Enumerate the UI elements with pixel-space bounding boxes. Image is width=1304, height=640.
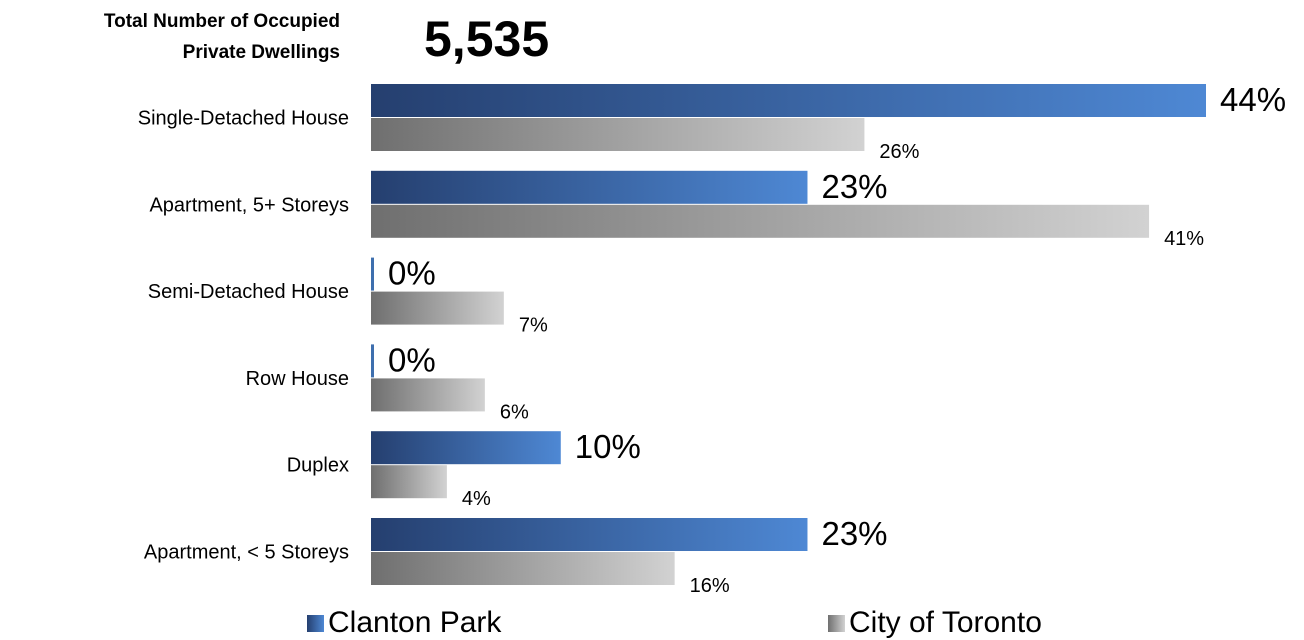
category-label-single-detached-house: Single-Detached House: [138, 108, 349, 130]
value-label-clanton-park-row-house: 0%: [388, 341, 436, 378]
value-label-clanton-park-apartment-5-storeys: 23%: [821, 168, 887, 205]
bar-city-of-toronto-apartment-5-storeys: [371, 552, 675, 585]
total-dwellings-value: 5,535: [424, 11, 550, 67]
bar-city-of-toronto-row-house: [371, 378, 485, 412]
legend-swatch-city-of-toronto: [828, 614, 845, 632]
bar-clanton-park-single-detached-house: [371, 84, 1206, 117]
legend-label-clanton-park: Clanton Park: [328, 606, 502, 639]
category-label-duplex: Duplex: [287, 455, 349, 477]
value-label-city-of-toronto-apartment-5-storeys: 16%: [690, 575, 730, 597]
bar-clanton-park-duplex: [371, 431, 561, 465]
value-label-clanton-park-duplex: 10%: [575, 428, 641, 465]
total-dwellings-label-line1: Total Number of Occupied: [103, 11, 340, 32]
value-label-city-of-toronto-apartment-5-storeys: 41%: [1164, 228, 1204, 250]
bar-city-of-toronto-semi-detached-house: [371, 291, 504, 325]
value-label-clanton-park-single-detached-house: 44%: [1220, 81, 1286, 118]
bar-clanton-park-row-house: [371, 344, 374, 378]
legend-item-city-of-toronto: City of Toronto: [828, 606, 1042, 640]
bar-city-of-toronto-duplex: [371, 465, 447, 499]
category-label-semi-detached-house: Semi-Detached House: [148, 281, 349, 303]
value-label-clanton-park-semi-detached-house: 0%: [388, 255, 436, 292]
bar-clanton-park-semi-detached-house: [371, 257, 374, 291]
bar-city-of-toronto-apartment-5-storeys: [371, 204, 1150, 238]
bar-city-of-toronto-single-detached-house: [371, 118, 865, 151]
value-label-city-of-toronto-row-house: 6%: [500, 401, 529, 423]
legend-swatch-clanton-park: [307, 614, 324, 632]
category-label-apartment-5-storeys: Apartment, < 5 Storeys: [144, 542, 349, 564]
legend-item-clanton-park: Clanton Park: [307, 606, 501, 640]
legend-label-city-of-toronto: City of Toronto: [849, 606, 1042, 639]
bar-clanton-park-apartment-5-storeys: [371, 518, 808, 551]
total-dwellings-label-line2: Private Dwellings: [182, 42, 340, 63]
dwelling-type-bar-chart: Single-Detached House 44% 26% Apartment, 5+…: [138, 81, 1286, 597]
category-label-row-house: Row House: [246, 368, 349, 390]
bar-clanton-park-apartment-5-storeys: [371, 170, 808, 204]
value-label-city-of-toronto-duplex: 4%: [462, 488, 491, 510]
total-dwellings-label: Total Number of Occupied Private Dwellin…: [0, 6, 340, 68]
value-label-clanton-park-apartment-5-storeys: 23%: [821, 515, 887, 552]
category-label-apartment-5-storeys: Apartment, 5+ Storeys: [149, 194, 349, 216]
value-label-city-of-toronto-semi-detached-house: 7%: [519, 315, 548, 337]
value-label-city-of-toronto-single-detached-house: 26%: [879, 141, 919, 163]
